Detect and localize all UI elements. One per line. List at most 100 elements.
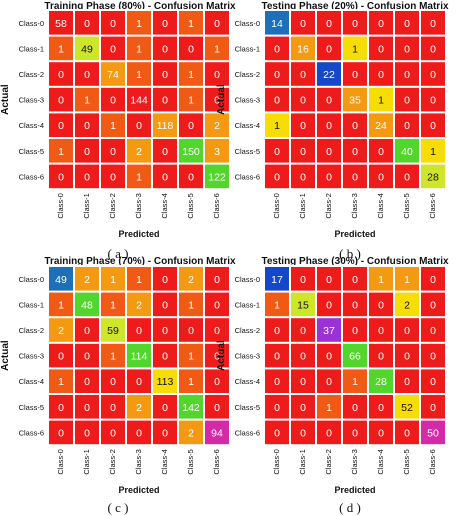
x-axis-label: Predicted — [118, 229, 159, 239]
cell-value: 0 — [274, 376, 280, 388]
heatmap-cell — [75, 343, 99, 368]
cell-value: 22 — [323, 69, 335, 81]
heatmap-cell — [127, 343, 151, 368]
cell-value: 49 — [81, 43, 93, 55]
heatmap-cell — [179, 87, 203, 112]
heatmap-cell — [153, 267, 177, 291]
heatmap-cell — [291, 113, 315, 137]
heatmap-cell — [395, 164, 419, 189]
cell-value: 0 — [404, 376, 410, 388]
cell-value: 2 — [58, 325, 64, 337]
heatmap-cell — [205, 343, 229, 368]
cell-value: 0 — [58, 351, 64, 363]
heatmap-cell — [101, 164, 125, 189]
cell-value: 114 — [131, 351, 148, 363]
heatmap-cell — [127, 395, 151, 419]
y-tick-label: Class-3 — [235, 352, 260, 361]
cell-value: 0 — [274, 402, 280, 414]
heatmap-cell — [265, 62, 289, 86]
heatmap-cell — [343, 395, 367, 419]
cell-value: 0 — [162, 351, 168, 363]
cell-value: 1 — [188, 299, 194, 311]
cell-value: 1 — [58, 376, 64, 388]
heatmap-cell — [179, 113, 203, 137]
heatmap-cell — [49, 292, 73, 317]
cell-value: 0 — [84, 376, 90, 388]
x-tick-label: Class-1 — [82, 449, 91, 474]
heatmap-panel-0: 58 0 0 1 0 1 0 1 49 0 1 0 0 1 0 0 74 1 0 1 0 0 1 0 144 0 1 0 0 0 1 0 118… — [0, 9, 231, 239]
heatmap-cell — [153, 11, 177, 35]
x-tick-label: Class-4 — [160, 449, 169, 474]
y-tick-label: Class-2 — [19, 70, 44, 79]
cell-value: 2 — [136, 146, 142, 158]
x-tick-label: Class-5 — [186, 449, 195, 474]
y-tick-label: Class-5 — [19, 403, 44, 412]
y-tick-label: Class-2 — [235, 70, 260, 79]
heatmap-cell — [153, 343, 177, 368]
heatmap-cell — [179, 420, 203, 445]
heatmap-cell — [395, 87, 419, 112]
cell-value: 0 — [352, 274, 358, 286]
x-tick-label: Class-2 — [108, 193, 117, 218]
cell-value: 0 — [188, 325, 194, 337]
cell-value: 0 — [404, 427, 410, 439]
cell-value: 1 — [110, 299, 116, 311]
cell-value: 0 — [162, 171, 168, 183]
cell-value: 0 — [162, 325, 168, 337]
cell-value: 2 — [84, 274, 90, 286]
heatmap-cell — [49, 113, 73, 137]
heatmap-cell — [317, 11, 341, 35]
cell-value: 1 — [378, 274, 384, 286]
heatmap-cell — [369, 87, 393, 112]
heatmap-cell — [369, 36, 393, 61]
cell-value: 0 — [84, 146, 90, 158]
heatmap-cell — [205, 369, 229, 393]
cell-value: 0 — [378, 325, 384, 337]
heatmap-cell — [49, 139, 73, 163]
heatmap-cell — [75, 369, 99, 393]
heatmap-cell — [343, 267, 367, 291]
x-tick-label: Class-1 — [298, 449, 307, 474]
x-tick-label: Class-5 — [402, 193, 411, 218]
heatmap-cell — [265, 395, 289, 419]
x-tick-label: Class-0 — [56, 449, 65, 474]
heatmap-cell — [179, 139, 203, 163]
heatmap-cell — [49, 11, 73, 35]
cell-value: 49 — [55, 274, 67, 286]
cell-value: 0 — [274, 43, 280, 55]
heatmap-cell — [421, 420, 445, 445]
cell-value: 1 — [110, 274, 116, 286]
heatmap-cell — [421, 292, 445, 317]
cell-value: 0 — [404, 18, 410, 30]
y-tick-label: Class-0 — [235, 19, 260, 28]
cell-value: 0 — [430, 43, 436, 55]
cell-value: 0 — [136, 325, 142, 337]
heatmap-cell — [153, 292, 177, 317]
heatmap-cell — [395, 113, 419, 137]
cell-value: 0 — [378, 351, 384, 363]
cell-value: 0 — [352, 171, 358, 183]
y-tick-label: Class-5 — [235, 403, 260, 412]
heatmap-cell — [179, 62, 203, 86]
cell-value: 0 — [300, 274, 306, 286]
heatmap-cell — [291, 343, 315, 368]
cell-value: 0 — [214, 351, 220, 363]
cell-value: 0 — [110, 427, 116, 439]
cell-value: 0 — [162, 402, 168, 414]
cell-value: 58 — [55, 18, 67, 30]
cell-value: 0 — [326, 351, 332, 363]
y-tick-label: Class-3 — [235, 96, 260, 105]
heatmap-cell — [265, 139, 289, 163]
heatmap-cell — [49, 267, 73, 291]
cell-value: 0 — [162, 43, 168, 55]
cell-value: 0 — [136, 120, 142, 132]
heatmap-cell — [395, 420, 419, 445]
heatmap-cell — [101, 113, 125, 137]
cell-value: 35 — [349, 95, 361, 107]
heatmap-cell — [291, 369, 315, 393]
cell-value: 0 — [162, 69, 168, 81]
heatmap-cell — [75, 164, 99, 189]
cell-value: 0 — [188, 120, 194, 132]
heatmap-cell — [101, 395, 125, 419]
